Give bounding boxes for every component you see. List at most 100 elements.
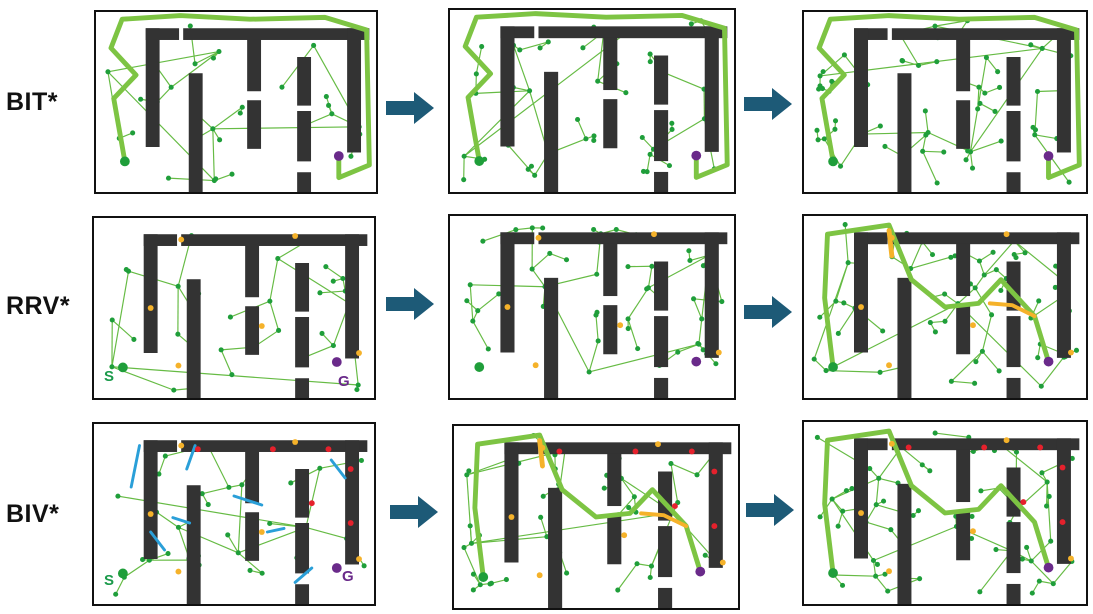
wall: [704, 232, 719, 358]
tree-edge: [513, 86, 530, 92]
wall: [297, 172, 312, 192]
tree-node: [470, 571, 477, 577]
tree-node: [217, 137, 223, 143]
tree-node: [969, 513, 975, 519]
bridge-node: [970, 322, 976, 329]
wall: [186, 485, 201, 604]
tree-node: [594, 271, 600, 277]
bridge-sample-node: [556, 448, 563, 455]
bridge-node: [532, 362, 539, 369]
tree-node: [992, 108, 998, 114]
bridge-node: [356, 350, 362, 356]
tree-edge: [194, 51, 220, 65]
tree-node: [631, 494, 637, 500]
tree-edge: [985, 57, 999, 73]
panel-biv-2: [452, 424, 740, 610]
tree-node: [115, 493, 121, 499]
panel-rrv-3: [802, 214, 1088, 400]
tree-node: [464, 298, 470, 304]
bridge-sample-node: [632, 448, 639, 455]
tree-edge: [519, 41, 549, 51]
tree-node: [330, 343, 336, 349]
tree-node: [675, 349, 681, 355]
tree-edge: [969, 108, 979, 152]
tree-node: [1032, 132, 1038, 138]
tree-edge: [924, 110, 929, 133]
bridge-sample-node: [1020, 499, 1027, 506]
bridge-sample-node: [269, 446, 276, 453]
wall: [891, 28, 1080, 40]
tree-edge: [1045, 482, 1048, 507]
tree-node: [267, 298, 273, 304]
tree-node: [466, 468, 472, 474]
start-label: S: [104, 572, 115, 589]
tree-edge: [957, 303, 1042, 387]
start-node: [828, 156, 838, 167]
wall: [1006, 377, 1021, 398]
bridge-sample-node: [711, 468, 718, 475]
tree-node: [993, 546, 999, 553]
tree-edge: [1034, 134, 1057, 140]
search-tree: [105, 23, 363, 184]
tree-node: [513, 227, 519, 233]
tree-edge: [227, 534, 239, 554]
tree-edge: [922, 150, 944, 153]
tree-node: [835, 330, 841, 336]
tree-node: [479, 43, 485, 50]
tree-node: [998, 287, 1004, 294]
wall: [956, 449, 971, 503]
tree-edge: [950, 350, 983, 382]
tree-node: [972, 380, 978, 386]
tree-edge: [588, 343, 700, 373]
tree-node: [187, 23, 193, 29]
wall: [603, 243, 618, 297]
tree-node: [477, 582, 483, 588]
tree-node: [640, 168, 647, 174]
panel-biv-3: [802, 420, 1088, 606]
tree-node: [816, 86, 822, 92]
tree-node: [919, 462, 925, 468]
tree-edge: [865, 521, 892, 531]
tree-edge: [837, 307, 856, 334]
wall: [1006, 522, 1021, 574]
tree-node: [970, 448, 976, 455]
wall: [891, 438, 1080, 451]
tree-node: [229, 171, 235, 177]
tree-edge: [620, 478, 635, 498]
tree-edge: [477, 293, 500, 312]
tree-node: [326, 102, 332, 109]
tree-edge: [979, 550, 1013, 593]
wall: [538, 26, 728, 39]
tree-node: [1022, 250, 1028, 256]
tree-node: [975, 106, 981, 112]
wall: [544, 71, 559, 192]
tree-node: [175, 524, 181, 530]
tree-node: [319, 330, 325, 336]
goal-label: G: [338, 373, 350, 390]
tree-node: [880, 328, 886, 334]
tree-edge: [202, 486, 230, 495]
tree-edge: [918, 61, 937, 67]
wall: [542, 442, 732, 455]
tree-node: [247, 567, 253, 573]
goal-node: [1043, 151, 1054, 161]
tree-edge: [944, 293, 959, 305]
tree-node: [934, 59, 940, 65]
panel-bit-2: [448, 8, 736, 194]
bridge-sample-node: [1059, 519, 1066, 526]
tree-node: [877, 123, 883, 129]
tree-node: [354, 387, 360, 393]
tree-node: [666, 163, 673, 169]
tree-edge: [664, 72, 705, 90]
wall: [143, 440, 178, 452]
tree-node: [1024, 544, 1030, 550]
wall: [603, 99, 618, 149]
tree-node: [267, 520, 273, 527]
bridge-sample-node: [347, 466, 354, 472]
tree-node: [934, 180, 940, 186]
tree-edge: [588, 340, 599, 373]
tree-node: [877, 369, 883, 375]
tree-edge: [111, 271, 130, 367]
tree-node: [467, 523, 473, 529]
tree-node: [625, 264, 631, 270]
